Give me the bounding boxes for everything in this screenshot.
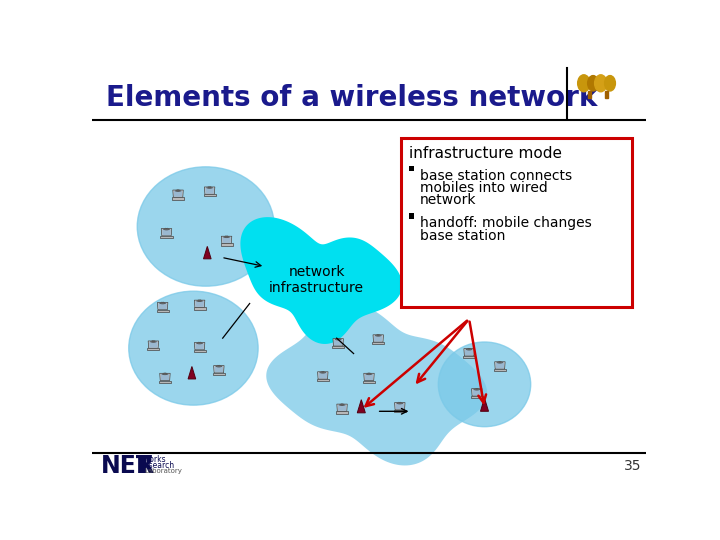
FancyBboxPatch shape [157,309,168,312]
Polygon shape [365,374,373,380]
FancyBboxPatch shape [148,348,159,350]
Polygon shape [204,187,215,194]
FancyBboxPatch shape [394,410,406,412]
Bar [588,91,590,98]
Polygon shape [221,236,232,244]
Polygon shape [174,191,182,197]
Polygon shape [338,405,346,411]
Polygon shape [161,374,169,380]
FancyBboxPatch shape [213,373,225,375]
Polygon shape [357,400,365,413]
FancyBboxPatch shape [372,342,384,345]
Text: network
infrastructure: network infrastructure [269,265,364,295]
FancyBboxPatch shape [363,381,375,383]
Polygon shape [318,372,328,379]
FancyBboxPatch shape [159,381,171,383]
Text: NET: NET [101,454,153,478]
Polygon shape [333,339,343,346]
Polygon shape [465,349,473,355]
FancyBboxPatch shape [471,396,483,398]
Polygon shape [464,349,474,356]
Polygon shape [318,373,327,379]
Polygon shape [472,389,482,396]
Polygon shape [373,335,384,342]
Polygon shape [214,366,224,373]
Text: base station: base station [420,229,505,243]
FancyBboxPatch shape [172,197,184,200]
Polygon shape [194,300,204,307]
Bar [409,166,415,171]
Polygon shape [195,343,204,349]
Ellipse shape [129,291,258,405]
Text: 35: 35 [624,459,642,473]
FancyBboxPatch shape [220,244,233,246]
Polygon shape [495,362,505,369]
Ellipse shape [588,76,598,91]
Polygon shape [395,402,405,410]
Polygon shape [395,403,404,409]
Text: network: network [420,193,477,207]
Text: mobiles into wired: mobiles into wired [420,181,548,195]
Polygon shape [266,303,487,465]
FancyBboxPatch shape [494,369,506,372]
Text: R: R [135,454,154,478]
Polygon shape [480,398,489,411]
Polygon shape [334,340,343,345]
Polygon shape [205,188,214,194]
Polygon shape [158,302,168,309]
Bar [605,91,608,98]
Text: infrastructure mode: infrastructure mode [409,146,562,161]
Text: Laboratory: Laboratory [144,468,182,474]
Polygon shape [162,230,171,235]
Text: Elements of a wireless network: Elements of a wireless network [106,84,597,112]
Polygon shape [148,341,158,348]
Polygon shape [337,404,347,411]
FancyBboxPatch shape [463,356,475,358]
FancyBboxPatch shape [332,346,344,348]
Polygon shape [374,335,382,341]
Polygon shape [472,389,481,395]
Ellipse shape [138,167,274,286]
FancyBboxPatch shape [194,350,206,352]
Ellipse shape [605,76,616,91]
Text: handoff: mobile changes: handoff: mobile changes [420,217,592,231]
Text: works: works [144,455,167,464]
Polygon shape [158,303,167,309]
Bar [409,213,415,219]
Ellipse shape [577,75,590,92]
Polygon shape [195,301,204,307]
Polygon shape [222,237,231,243]
FancyBboxPatch shape [317,379,329,381]
Polygon shape [215,366,223,372]
Polygon shape [160,373,170,381]
Ellipse shape [438,342,531,427]
Polygon shape [240,217,402,344]
FancyBboxPatch shape [336,411,348,414]
FancyBboxPatch shape [204,194,215,197]
Polygon shape [204,246,211,259]
Text: base station connects: base station connects [420,168,572,183]
Text: esearch: esearch [144,461,174,470]
Polygon shape [161,228,172,236]
FancyBboxPatch shape [401,138,632,307]
FancyBboxPatch shape [194,307,206,309]
Polygon shape [364,373,374,381]
FancyBboxPatch shape [161,236,173,238]
Polygon shape [188,367,196,379]
Polygon shape [495,362,504,368]
Polygon shape [149,342,158,348]
Polygon shape [194,342,204,350]
Ellipse shape [595,75,607,92]
Polygon shape [173,190,184,197]
